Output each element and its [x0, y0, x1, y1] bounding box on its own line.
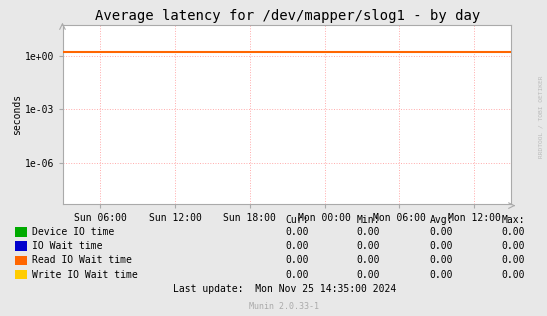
- Text: Munin 2.0.33-1: Munin 2.0.33-1: [249, 302, 319, 311]
- Text: Cur:: Cur:: [286, 215, 309, 225]
- Text: IO Wait time: IO Wait time: [32, 241, 102, 251]
- Text: Min:: Min:: [357, 215, 380, 225]
- Text: 0.00: 0.00: [429, 255, 453, 265]
- Text: 0.00: 0.00: [357, 270, 380, 280]
- Text: 0.00: 0.00: [357, 255, 380, 265]
- Text: 0.00: 0.00: [286, 255, 309, 265]
- Text: 0.00: 0.00: [357, 227, 380, 237]
- Y-axis label: seconds: seconds: [11, 94, 22, 135]
- Text: Last update:  Mon Nov 25 14:35:00 2024: Last update: Mon Nov 25 14:35:00 2024: [173, 284, 396, 294]
- Text: 0.00: 0.00: [502, 227, 525, 237]
- Text: Avg:: Avg:: [429, 215, 453, 225]
- Text: 0.00: 0.00: [502, 241, 525, 251]
- Text: RRDTOOL / TOBI OETIKER: RRDTOOL / TOBI OETIKER: [538, 76, 543, 158]
- Text: 0.00: 0.00: [502, 270, 525, 280]
- Text: 0.00: 0.00: [286, 241, 309, 251]
- Text: 0.00: 0.00: [357, 241, 380, 251]
- Text: Max:: Max:: [502, 215, 525, 225]
- Text: 0.00: 0.00: [502, 255, 525, 265]
- Text: 0.00: 0.00: [286, 270, 309, 280]
- Title: Average latency for /dev/mapper/slog1 - by day: Average latency for /dev/mapper/slog1 - …: [95, 9, 480, 23]
- Text: Read IO Wait time: Read IO Wait time: [32, 255, 132, 265]
- Text: Write IO Wait time: Write IO Wait time: [32, 270, 137, 280]
- Text: Device IO time: Device IO time: [32, 227, 114, 237]
- Text: 0.00: 0.00: [286, 227, 309, 237]
- Text: 0.00: 0.00: [429, 241, 453, 251]
- Text: 0.00: 0.00: [429, 227, 453, 237]
- Text: 0.00: 0.00: [429, 270, 453, 280]
